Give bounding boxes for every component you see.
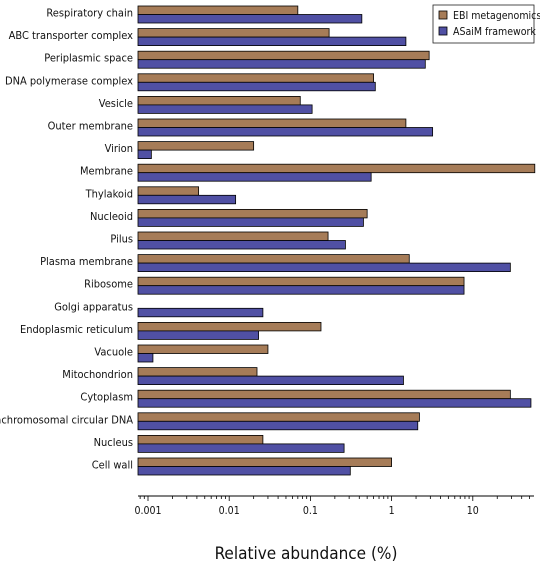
bar-asaim xyxy=(137,398,532,408)
category-label: Endoplasmic reticulum xyxy=(20,323,133,336)
x-tick-label: 0.001 xyxy=(134,505,161,517)
bar-ebi xyxy=(137,367,258,377)
category-label: Pilus xyxy=(110,233,133,246)
bar-asaim xyxy=(137,285,465,295)
bar-asaim xyxy=(137,307,264,318)
category-label: Ribosome xyxy=(84,278,133,291)
category-label: Outer membrane xyxy=(48,120,133,133)
bar-asaim xyxy=(137,81,376,92)
category-label: Vesicle xyxy=(99,97,133,110)
category-label: Extrachromosomal circular DNA xyxy=(0,413,133,426)
bar-asaim xyxy=(137,466,351,476)
category-label: Plasma membrane xyxy=(40,255,133,268)
bar-asaim xyxy=(137,330,259,340)
bar-asaim xyxy=(137,240,346,250)
x-tick-label: 10 xyxy=(467,505,479,517)
x-ticks: 0.001 0.01 0.1 1 10 xyxy=(134,496,530,517)
bar-ebi xyxy=(137,50,430,61)
bar-asaim xyxy=(137,149,152,160)
bar-ebi xyxy=(137,457,393,467)
category-label: Golgi apparatus xyxy=(54,300,133,313)
legend-label-ebi: EBI metagenomics xyxy=(453,10,540,22)
category-label: Nucleoid xyxy=(90,210,133,223)
category-label: Mitochondrion xyxy=(62,368,133,381)
bar-asaim xyxy=(137,217,364,227)
bar-asaim xyxy=(137,262,511,273)
legend: EBI metagenomics ASaiM framework xyxy=(432,4,540,44)
bar-asaim xyxy=(137,172,372,182)
legend-swatch-ebi xyxy=(438,10,448,20)
x-axis: 0.001 0.01 0.1 1 10 xyxy=(134,495,534,517)
legend-box xyxy=(432,4,535,44)
bar-ebi xyxy=(137,276,465,287)
category-label: Cytoplasm xyxy=(80,391,133,404)
bar-ebi xyxy=(137,208,368,219)
bar-asaim xyxy=(137,127,434,137)
category-label: Virion xyxy=(105,142,133,155)
bar-asaim xyxy=(137,194,237,205)
bar-ebi xyxy=(137,186,200,196)
bar-ebi xyxy=(137,412,420,422)
category-label: Membrane xyxy=(80,165,133,178)
bar-asaim xyxy=(137,375,404,386)
legend-label-asaim: ASaiM framework xyxy=(453,26,536,38)
x-axis-title: Relative abundance (%) xyxy=(215,544,398,564)
bar-ebi xyxy=(137,434,264,445)
category-label: ABC transporter complex xyxy=(9,29,134,42)
bar-ebi xyxy=(137,231,329,241)
bar-ebi xyxy=(137,344,269,354)
bar-asaim xyxy=(137,353,154,363)
bar-asaim xyxy=(137,59,426,69)
bar-asaim xyxy=(137,443,345,453)
category-label: Nucleus xyxy=(94,436,133,449)
category-label: DNA polymerase complex xyxy=(5,74,133,87)
bar-ebi xyxy=(137,118,407,128)
bar-asaim xyxy=(137,36,407,46)
x-tick-label: 1 xyxy=(389,505,395,517)
bar-asaim xyxy=(137,104,313,114)
bar-ebi xyxy=(137,321,322,332)
bar-ebi xyxy=(137,254,410,264)
category-label: Periplasmic space xyxy=(44,52,133,65)
category-label: Vacuole xyxy=(94,346,133,359)
bar-ebi xyxy=(137,73,374,83)
category-label: Cell wall xyxy=(92,459,133,472)
bar-ebi xyxy=(137,141,255,151)
category-label: Respiratory chain xyxy=(46,7,133,20)
bar-ebi xyxy=(137,5,299,15)
bar-ebi xyxy=(137,96,301,106)
category-labels: Respiratory chain ABC transporter complex… xyxy=(0,7,133,472)
bar-ebi xyxy=(137,28,330,38)
plot-area xyxy=(137,5,536,476)
bar-ebi xyxy=(137,163,536,174)
x-tick-label: 0.1 xyxy=(303,505,318,517)
legend-swatch-asaim xyxy=(438,26,448,36)
bar-asaim xyxy=(137,14,363,24)
bar-asaim xyxy=(137,420,419,431)
bar-ebi xyxy=(137,389,511,400)
category-label: Thylakoid xyxy=(85,187,133,200)
x-tick-label: 0.01 xyxy=(219,505,240,517)
